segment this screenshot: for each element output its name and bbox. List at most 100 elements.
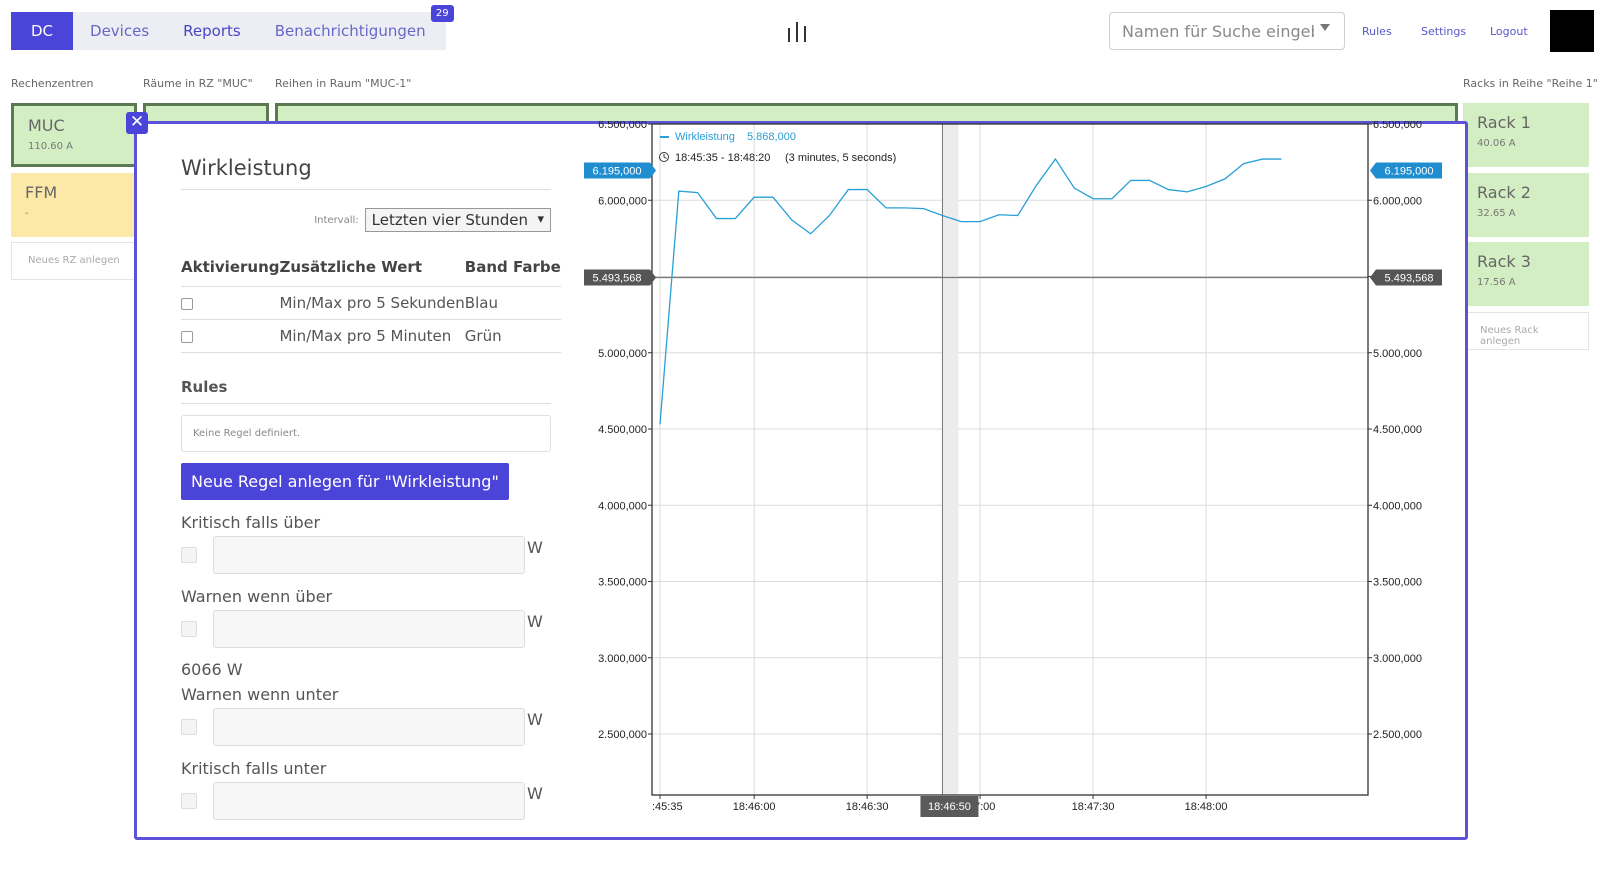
chart-canvas[interactable]: 2.500,000 2.500,000 3.000,000 3.000,000 3.50…: [577, 119, 1457, 833]
value-marker-right-label: 5.493,568: [1385, 272, 1434, 284]
datacenter-name: MUC: [28, 116, 65, 135]
value-marker-left-label: 5.493,568: [593, 272, 642, 284]
rack-name: Rack 3: [1477, 252, 1531, 271]
y-tick-label-left: 4.000,000: [598, 500, 647, 512]
tab-dc[interactable]: DC: [11, 12, 74, 50]
legend-swatch: [660, 136, 669, 138]
app-logo-icon[interactable]: [788, 22, 812, 42]
new-datacenter-button[interactable]: Neues RZ anlegen: [11, 242, 137, 280]
rack-value: 32.65 A: [1477, 208, 1516, 219]
y-tick-label-right: 3.000,000: [1373, 653, 1422, 665]
additional-values-table: Aktivierung Zusätzliche Wert Band Farbe …: [181, 250, 561, 353]
y-tick-label-right: 6.000,000: [1373, 195, 1422, 207]
chart-legend[interactable]: Wirkleistung 5.868,000 18:45:35 - 18:48:…: [659, 131, 897, 164]
rack-name: Rack 2: [1477, 183, 1531, 202]
y-tick-label-right: 5.000,000: [1373, 348, 1422, 360]
x-tick-label: 18:46:30: [846, 801, 889, 813]
warn-above-input[interactable]: [213, 610, 525, 648]
cursor-band: [942, 124, 959, 795]
critical-above-checkbox[interactable]: [181, 547, 197, 563]
racks-label: Racks in Reihe "Reihe 1": [1463, 77, 1598, 90]
unit-label: W: [527, 709, 543, 729]
y-tick-label-right: 4.000,000: [1373, 500, 1422, 512]
warn-below-checkbox[interactable]: [181, 719, 197, 735]
column-header: Zusätzliche Wert: [279, 250, 465, 287]
new-rack-button[interactable]: Neues Rack anlegen: [1463, 312, 1589, 350]
plot-frame: [651, 123, 1369, 796]
power-chart[interactable]: 2.500,000 2.500,000 3.000,000 3.000,000 3.50…: [577, 119, 1457, 837]
current-value: 6066 W: [181, 660, 243, 679]
settings-link[interactable]: Settings: [1421, 25, 1467, 38]
datacenter-name: FFM: [25, 183, 58, 202]
critical-below-label: Kritisch falls unter: [181, 759, 327, 778]
datacenter-value: 110.60 A: [28, 141, 74, 152]
search-dropdown-icon[interactable]: [1320, 24, 1330, 31]
rack-card-3[interactable]: Rack 3 17.56 A: [1463, 242, 1589, 306]
notification-count-badge: 29: [430, 5, 454, 22]
x-axis-ticks: :45:35 18:46:00 18:46:30:47:00 18:47:30 18:4…: [652, 795, 1227, 817]
y-tick-label-left: 2.500,000: [598, 729, 647, 741]
no-rule-message: Keine Regel definiert.: [181, 415, 551, 452]
search-input[interactable]: [1109, 12, 1345, 50]
tab-reports[interactable]: Reports: [166, 12, 258, 50]
band-color-cell: Grün: [464, 319, 561, 353]
main-nav: DC Devices Reports Benachrichtigungen 29: [11, 5, 454, 50]
chart-grid: [652, 123, 1368, 795]
critical-above-input[interactable]: [213, 536, 525, 574]
x-tick-label: 18:46:00: [733, 801, 776, 813]
warn-below-row: W: [181, 708, 551, 746]
critical-below-checkbox[interactable]: [181, 793, 197, 809]
y-tick-label-right: 4.500,000: [1373, 424, 1422, 436]
activation-checkbox[interactable]: [181, 297, 193, 310]
rooms-label: Räume in RZ "MUC": [143, 77, 253, 90]
close-icon[interactable]: ✕: [126, 112, 148, 134]
warn-above-label: Warnen wenn über: [181, 587, 333, 606]
modal-title: Wirkleistung: [181, 156, 551, 190]
critical-above-row: W: [181, 536, 551, 574]
value-marker-left-label: 6.195,000: [593, 166, 642, 178]
column-header: Aktivierung: [181, 250, 280, 287]
rack-value: 17.56 A: [1477, 277, 1516, 288]
rack-card-1[interactable]: Rack 1 40.06 A: [1463, 103, 1589, 167]
value-marker-left-bg: [584, 162, 656, 179]
rules-heading: Rules: [181, 378, 551, 404]
column-header: Band Farbe: [464, 250, 561, 287]
tab-notifications[interactable]: Benachrichtigungen 29: [257, 5, 454, 50]
warn-below-input[interactable]: [213, 708, 525, 746]
x-tick-label: 18:48:00: [1185, 801, 1228, 813]
legend-series-value: 5.868,000: [747, 131, 796, 143]
rack-name: Rack 1: [1477, 113, 1531, 132]
interval-select[interactable]: Letzten vier Stunden: [364, 208, 551, 232]
warn-below-label: Warnen wenn unter: [181, 685, 339, 704]
activation-checkbox[interactable]: [181, 330, 193, 343]
avatar[interactable]: [1550, 10, 1594, 52]
tab-notifications-label: Benachrichtigungen: [274, 22, 426, 40]
critical-below-row: W: [181, 782, 551, 820]
tab-devices[interactable]: Devices: [73, 12, 167, 50]
rack-value: 40.06 A: [1477, 138, 1516, 149]
value-marker-right-bg: [1370, 162, 1442, 179]
warn-above-checkbox[interactable]: [181, 621, 197, 637]
additional-value-cell: Min/Max pro 5 Minuten: [279, 319, 465, 353]
datacenter-card-muc[interactable]: MUC 110.60 A: [11, 103, 137, 167]
additional-value-cell: Min/Max pro 5 Sekunden: [279, 286, 465, 320]
logout-link[interactable]: Logout: [1490, 25, 1528, 38]
table-header-row: Aktivierung Zusätzliche Wert Band Farbe: [181, 250, 561, 287]
y-tick-label-left: 5.000,000: [598, 348, 647, 360]
rows-label: Reihen in Raum "MUC-1": [275, 77, 412, 90]
y-axis-ticks: 2.500,000 2.500,000 3.000,000 3.000,000 3.50…: [598, 119, 1422, 741]
table-row: Min/Max pro 5 Sekunden Blau: [181, 286, 561, 320]
datacenter-value: -: [25, 208, 29, 219]
series-line-wirkleistung: [659, 157, 1282, 425]
datacenter-card-ffm[interactable]: FFM -: [11, 173, 137, 237]
new-rule-button[interactable]: Neue Regel anlegen für "Wirkleistung": [181, 463, 509, 500]
rules-link[interactable]: Rules: [1362, 25, 1392, 38]
cursor-x-label: 18:46:50: [928, 801, 971, 813]
y-tick-label-left: 4.500,000: [598, 424, 647, 436]
clock-icon: [659, 152, 669, 162]
rack-card-2[interactable]: Rack 2 32.65 A: [1463, 173, 1589, 237]
interval-row: Intervall: Letzten vier Stunden: [181, 208, 551, 232]
critical-below-input[interactable]: [213, 782, 525, 820]
y-tick-label-right: 6.500,000: [1373, 121, 1422, 131]
y-tick-label-left: 6.000,000: [598, 195, 647, 207]
